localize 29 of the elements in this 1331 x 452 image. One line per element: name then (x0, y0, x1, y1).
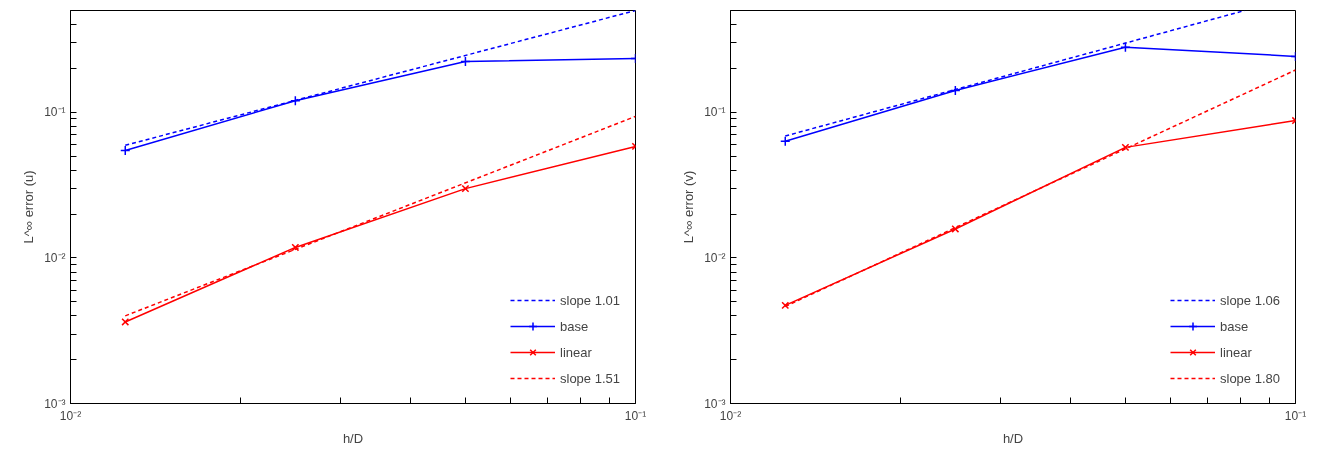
y-tick-label: 10⁻³ (704, 396, 726, 411)
x-axis-title: h/D (1002, 430, 1024, 446)
point (780, 135, 791, 147)
legend-label: base (1220, 318, 1249, 334)
y-tick-label: 10⁻² (44, 250, 66, 265)
point (1120, 41, 1131, 53)
y-tick-label: 10⁻¹ (704, 105, 726, 120)
point (461, 184, 470, 193)
x-axis-title: h/D (342, 430, 364, 446)
x-tick-label: 10⁻² (719, 408, 742, 423)
legend-label: slope 1.06 (1220, 292, 1280, 308)
point (1121, 143, 1130, 152)
legend-label: slope 1.51 (560, 370, 620, 386)
legend-label: linear (1220, 344, 1252, 360)
x-tick-label: 10⁻¹ (1284, 408, 1307, 423)
y-tick-label: 10⁻² (704, 250, 726, 265)
legend-label: slope 1.01 (560, 292, 620, 308)
x-tick-label: 10⁻¹ (624, 408, 647, 423)
x-tick-label: 10⁻² (59, 408, 82, 423)
legend-label: base (560, 318, 589, 334)
legend-label: linear (560, 344, 592, 360)
y-tick-label: 10⁻³ (44, 396, 66, 411)
y-axis-title: L^∞ error (v) (681, 170, 697, 244)
legend-label: slope 1.80 (1220, 370, 1280, 386)
y-tick-label: 10⁻¹ (44, 105, 66, 120)
point (291, 243, 300, 252)
point (951, 225, 960, 233)
point (121, 318, 130, 326)
y-axis-title: L^∞ error (u) (21, 170, 37, 244)
